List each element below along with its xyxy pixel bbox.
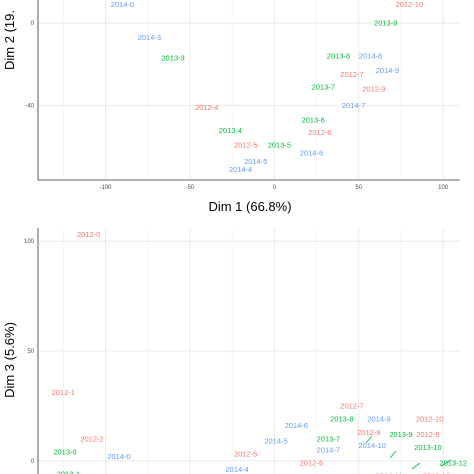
point-label-2012-5: 2012-5 (234, 450, 257, 459)
y-axis-title: Dim 2 (19. (2, 10, 17, 70)
point-label-2013-9: 2013-9 (389, 430, 412, 439)
x-tick-label: -100 (100, 185, 113, 191)
point-label-2013-9: 2013-9 (374, 19, 397, 28)
y-tick-label: -40 (25, 104, 34, 110)
point-label-2013-4: 2013-4 (219, 126, 242, 135)
label-leader-line (389, 450, 397, 459)
dim1-dim2-scatter-panel: -100-500501000-402012-02014-22014-02014-… (2, 0, 460, 214)
label-leader-line (440, 459, 452, 467)
point-label-2012-4: 2012-4 (195, 103, 218, 112)
y-axis-title: Dim 3 (5.6%) (2, 322, 17, 398)
label-leader-line (365, 435, 373, 444)
point-label-2014-8: 2014-8 (359, 52, 382, 61)
point-label-2014-6: 2014-6 (285, 421, 308, 430)
point-label-2014-9: 2014-9 (376, 66, 399, 75)
point-label-2014-7: 2014-7 (342, 101, 365, 110)
point-label-2012-1: 2012-1 (52, 388, 75, 397)
y-tick-label: 100 (24, 239, 35, 245)
point-label-2014-6: 2014-6 (300, 149, 323, 158)
point-label-2012-5: 2012-5 (234, 140, 257, 149)
point-label-2013-1: 2013-1 (57, 470, 80, 474)
y-tick-label: 0 (31, 21, 35, 27)
point-label-2012-9: 2012-9 (416, 430, 439, 439)
point-label-2013-5: 2013-5 (268, 140, 291, 149)
point-label-2013-8: 2013-8 (327, 52, 350, 61)
point-label-2012-9: 2012-9 (362, 85, 385, 94)
point-label-2014-4: 2014-4 (226, 465, 249, 474)
point-label-2013-3: 2013-3 (161, 54, 184, 63)
point-label-2014-3: 2014-3 (138, 33, 161, 42)
point-label-2012-12: 2012-12 (423, 472, 451, 474)
point-label-2014-11: 2014-11 (376, 472, 403, 474)
point-label-2013-0: 2013-0 (53, 448, 76, 457)
x-tick-label: -50 (186, 185, 195, 191)
plot-area (38, 0, 460, 180)
point-label-2012-7: 2012-7 (340, 70, 363, 79)
point-label-2013-8: 2013-8 (330, 415, 353, 424)
x-tick-label: 0 (273, 185, 277, 191)
point-label-2014-5: 2014-5 (264, 437, 287, 446)
point-label-2012-2: 2012-2 (80, 434, 103, 443)
y-tick-label: 50 (27, 349, 34, 355)
point-label-2014-7: 2014-7 (317, 445, 340, 454)
point-label-2014-5: 2014-5 (244, 157, 267, 166)
point-label-2014-10: 2014-10 (358, 441, 386, 450)
point-label-2013-12: 2013-12 (439, 459, 467, 468)
point-label-2012-7: 2012-7 (340, 401, 363, 410)
x-axis-title: Dim 1 (66.8%) (208, 199, 291, 214)
point-label-2013-7: 2013-7 (317, 434, 340, 443)
point-label-2012-8: 2012-8 (357, 428, 380, 437)
x-tick-label: 100 (438, 185, 449, 191)
dim1-dim3-scatter-panel: 0 50 100 2012-0 2012-1 2012-2 2013-0 2014-0 2013… (2, 228, 467, 474)
point-label-2014-9: 2014-9 (367, 415, 390, 424)
point-label-2014-0: 2014-0 (111, 0, 134, 9)
point-label-2014-0: 2014-0 (107, 452, 130, 461)
x-tick-label: 50 (355, 185, 362, 191)
label-leader-line (411, 462, 421, 470)
point-label-2012-10: 2012-10 (416, 415, 444, 424)
point-label-2012-0: 2012-0 (77, 230, 100, 239)
point-label-2014-4: 2014-4 (229, 165, 252, 174)
point-label-2012-6: 2012-6 (300, 459, 323, 468)
point-label-2013-10: 2013-10 (414, 443, 442, 452)
point-label-2012-10: 2012-10 (396, 0, 424, 9)
point-label-2013-6: 2013-6 (301, 116, 324, 125)
point-label-2012-6: 2012-6 (308, 128, 331, 137)
point-label-2013-7: 2013-7 (312, 83, 335, 92)
y-tick-label: 0 (31, 459, 35, 465)
